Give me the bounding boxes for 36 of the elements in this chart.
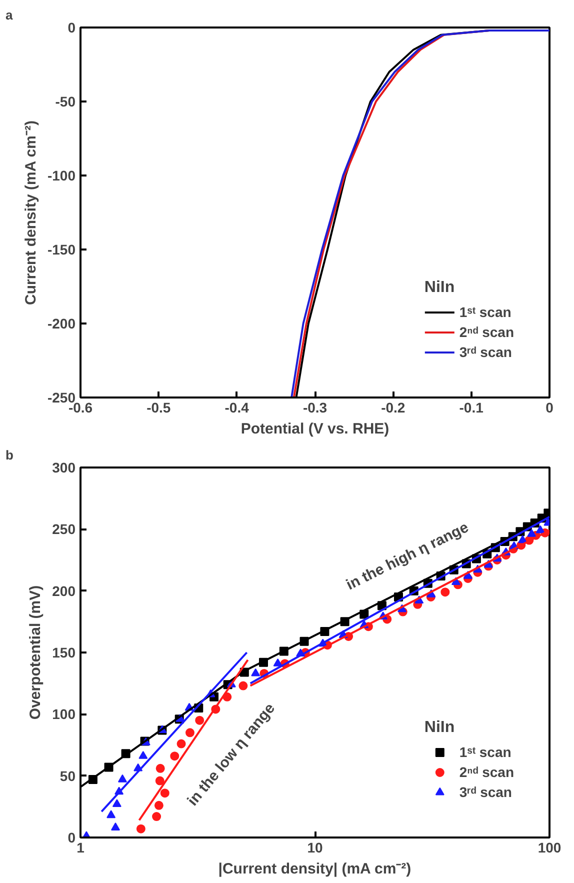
x-axis-title: Potential (V vs. RHE): [240, 420, 390, 438]
legend-label: 2ⁿᵈ scan: [459, 764, 514, 780]
y-tick-label: 0: [68, 830, 76, 846]
legend-label: 1ˢᵗ scan: [459, 304, 512, 320]
legend-label: 2ⁿᵈ scan: [459, 324, 514, 340]
y-tick-label: 200: [52, 582, 76, 599]
y-tick-label: 100: [52, 706, 76, 722]
y-tick-label: 0: [68, 20, 76, 36]
y-axis-title: Current density (mA cm⁻²): [22, 120, 40, 306]
x-axis-title: |Current density| (mA cm⁻²): [218, 860, 412, 878]
chart-title: a: [6, 8, 14, 22]
x-tick-label: 10: [307, 840, 323, 856]
legend-label: 3ʳᵈ scan: [459, 344, 512, 360]
x-tick-label: 1: [76, 840, 85, 856]
x-tick-label: -0.5: [146, 400, 171, 416]
x-tick-label: -0.3: [302, 400, 328, 416]
legend-title: NiIn: [424, 719, 456, 737]
legend-title: NiIn: [424, 279, 456, 297]
x-tick-label: -0.2: [381, 400, 406, 416]
x-tick-label: -0.4: [224, 400, 250, 416]
annotation: in the high η range: [344, 518, 472, 594]
legend-label: 3ʳᵈ scan: [459, 784, 512, 800]
x-tick-label: 0: [546, 400, 554, 416]
y-axis-title: Overpotential (mV): [27, 585, 44, 720]
chart-title: b: [6, 448, 14, 462]
y-tick-label: -200: [47, 316, 76, 332]
y-tick-label: 300: [52, 460, 76, 476]
x-tick-label: -0.1: [459, 400, 484, 416]
y-tick-label: -100: [47, 168, 76, 184]
y-tick-label: 250: [52, 521, 76, 538]
y-tick-label: -150: [47, 242, 76, 258]
y-tick-label: -50: [55, 94, 76, 110]
x-tick-label: 100: [538, 840, 562, 856]
y-tick-label: 150: [52, 644, 76, 660]
legend-label: 1ˢᵗ scan: [459, 744, 512, 760]
y-tick-label: 50: [60, 768, 76, 784]
